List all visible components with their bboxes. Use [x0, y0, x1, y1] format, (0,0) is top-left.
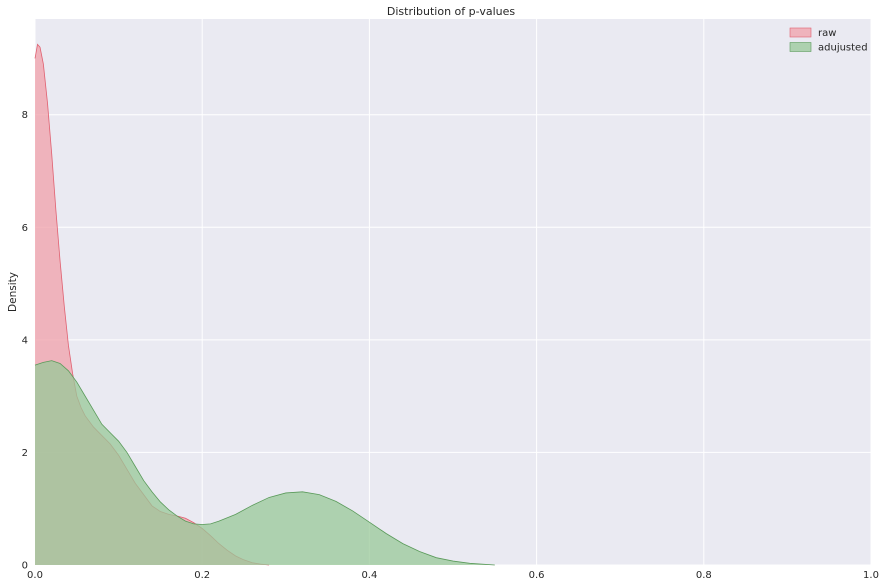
- x-tick-label: 0.2: [194, 570, 210, 581]
- y-tick-label: 6: [22, 223, 28, 234]
- legend-swatch-adujusted: [789, 42, 812, 52]
- series-area-adujusted: [35, 360, 495, 565]
- y-axis-label: Density: [7, 272, 19, 312]
- x-tick-label: 1.0: [863, 570, 879, 581]
- series-line-adujusted: [34, 360, 495, 566]
- x-tick-label: 0.4: [361, 570, 377, 581]
- y-tick-label: 8: [22, 110, 28, 121]
- y-axis-ticks: 0 2 4 6 8: [22, 110, 28, 571]
- x-tick-label: 0.8: [696, 570, 712, 581]
- legend-swatch-raw: [789, 27, 812, 38]
- legend-label-adujusted: adujusted: [818, 43, 868, 54]
- legend-label-raw: raw: [818, 28, 836, 39]
- chart-title: Distribution of p-values: [387, 5, 515, 18]
- x-axis-ticks: 0.0 0.2 0.4 0.6 0.8 1.0: [27, 570, 879, 581]
- x-tick-label: 0.0: [27, 570, 43, 581]
- plot-background: [35, 19, 871, 565]
- y-tick-label: 2: [22, 448, 28, 459]
- x-tick-label: 0.6: [529, 570, 545, 581]
- y-tick-label: 4: [22, 335, 28, 346]
- legend: raw adujusted: [789, 27, 868, 54]
- y-tick-label: 0: [22, 561, 28, 572]
- series-layer: [34, 43, 495, 566]
